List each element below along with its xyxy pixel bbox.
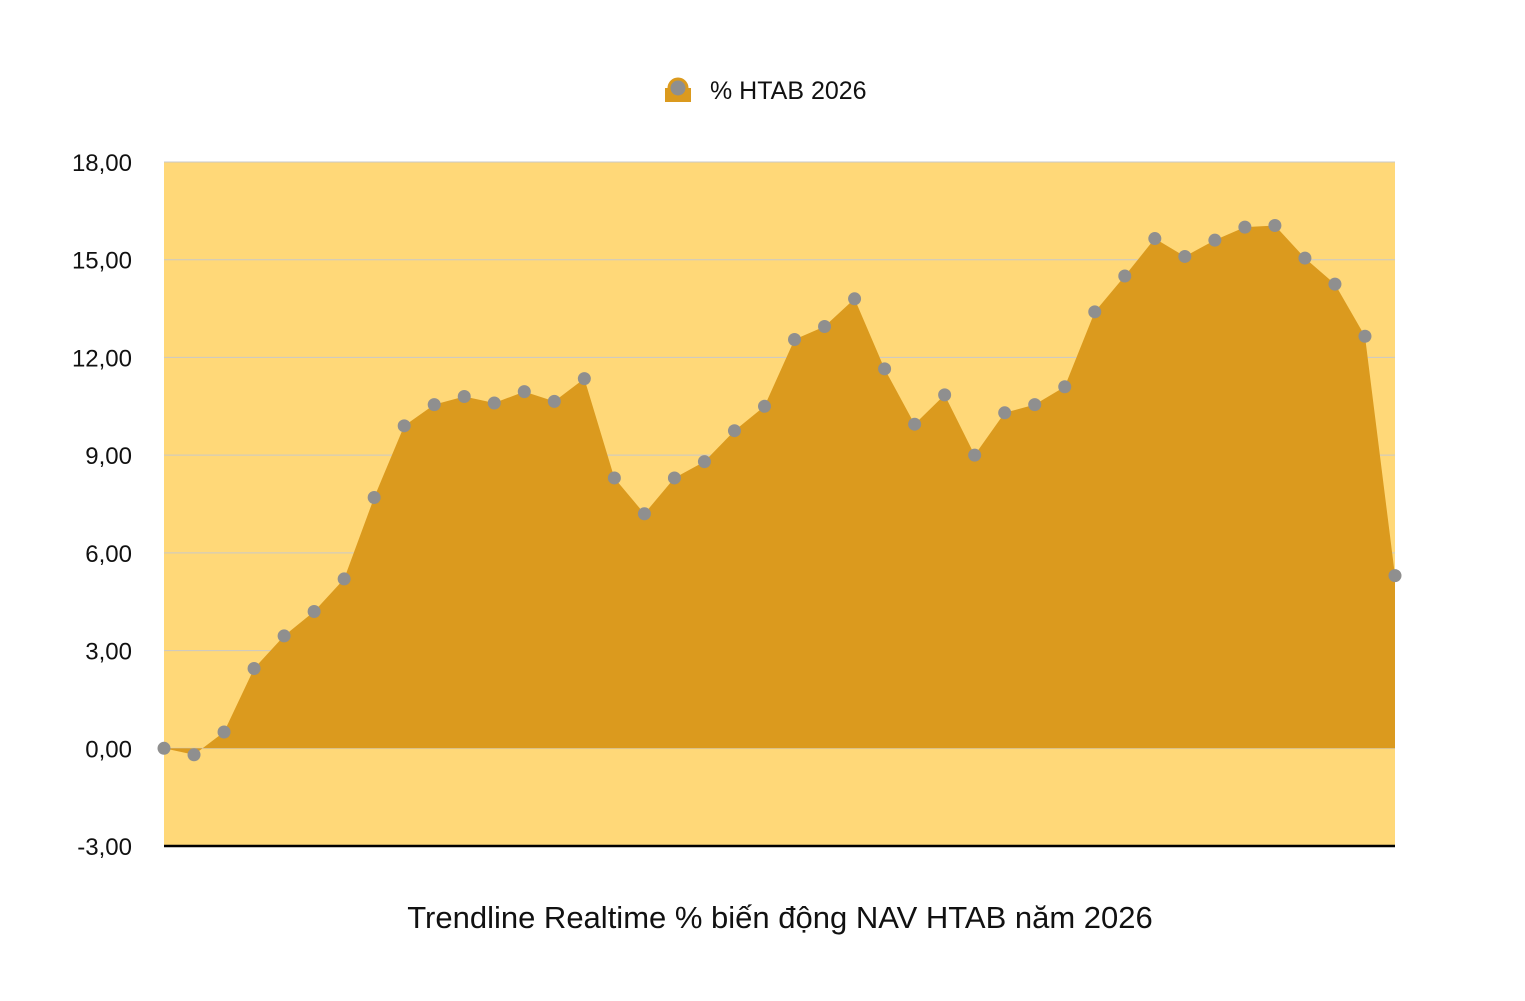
data-point [1238, 220, 1252, 234]
data-point [457, 390, 471, 404]
data-point [247, 661, 261, 675]
data-point [1388, 569, 1402, 583]
data-point [487, 396, 501, 410]
data-markers [157, 219, 1402, 762]
data-point [1208, 233, 1222, 247]
data-point [277, 629, 291, 643]
series-area [164, 225, 1395, 755]
data-point [607, 471, 621, 485]
data-point [547, 394, 561, 408]
data-point [998, 406, 1012, 420]
y-tick-label: -3,00 [77, 834, 132, 861]
data-point [1298, 251, 1312, 265]
data-point [577, 372, 591, 386]
data-point [397, 419, 411, 433]
data-point [667, 471, 681, 485]
data-point [788, 333, 802, 347]
data-point [757, 399, 771, 413]
data-point [697, 455, 711, 469]
data-point [727, 424, 741, 438]
legend: % HTAB 2026 [665, 77, 867, 105]
y-tick-label: 6,00 [85, 541, 132, 568]
chart-caption: Trendline Realtime % biến động NAV HTAB … [407, 900, 1153, 935]
data-point [1268, 219, 1282, 233]
y-tick-label: 18,00 [72, 150, 132, 177]
data-point [908, 417, 922, 431]
data-point [938, 388, 952, 402]
data-point [187, 748, 201, 762]
data-point [637, 507, 651, 521]
legend-label: % HTAB 2026 [710, 77, 867, 105]
data-point [1178, 249, 1192, 263]
legend-marker [667, 77, 689, 99]
data-point [517, 385, 531, 399]
y-tick-label: 0,00 [85, 736, 132, 763]
data-point [878, 362, 892, 376]
data-point [337, 572, 351, 586]
y-tick-label: 3,00 [85, 639, 132, 666]
y-tick-label: 15,00 [72, 248, 132, 275]
data-point [217, 725, 231, 739]
data-point [1088, 305, 1102, 319]
data-point [1028, 398, 1042, 412]
data-point [848, 292, 862, 306]
data-point [367, 490, 381, 504]
y-tick-label: 12,00 [72, 345, 132, 372]
data-point [818, 319, 832, 333]
data-point [1148, 232, 1162, 246]
y-axis-tick-labels: 18,00 15,00 12,00 9,00 6,00 3,00 0,00 -3,00 [72, 150, 132, 861]
data-point [427, 398, 441, 412]
data-point [1118, 269, 1132, 283]
data-point [307, 604, 321, 618]
data-point [968, 448, 982, 462]
data-point [157, 741, 171, 755]
data-point [1358, 329, 1372, 343]
data-point [1328, 277, 1342, 291]
y-tick-label: 9,00 [85, 443, 132, 470]
data-point [1058, 380, 1072, 394]
